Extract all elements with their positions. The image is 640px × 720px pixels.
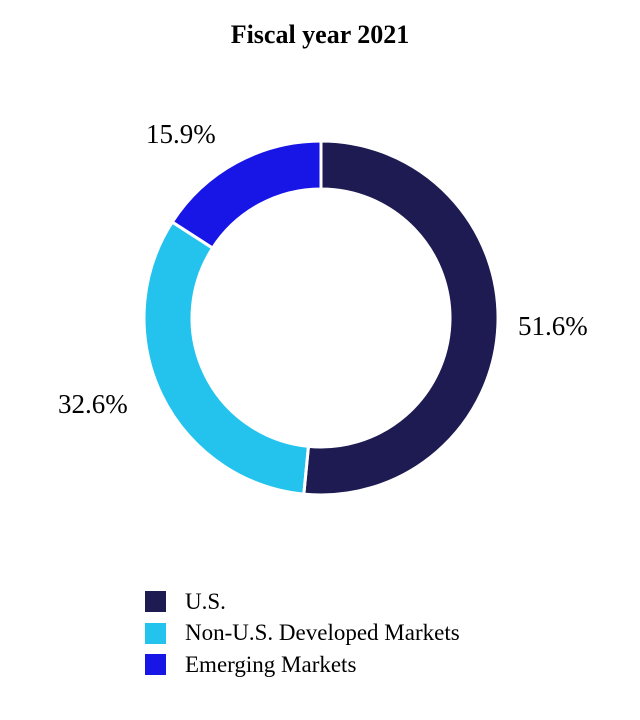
legend-label-emerging: Emerging Markets bbox=[185, 651, 357, 677]
legend-swatch-us bbox=[145, 591, 166, 613]
legend-label-non-us-developed: Non-U.S. Developed Markets bbox=[185, 620, 460, 646]
slice-label-non-us-developed: 32.6% bbox=[58, 389, 128, 419]
legend-item-non-us-developed: Non-U.S. Developed Markets bbox=[145, 618, 460, 650]
legend-swatch-emerging bbox=[145, 654, 166, 676]
slice-label-us: 51.6% bbox=[518, 311, 588, 341]
legend-item-us: U.S. bbox=[145, 586, 460, 618]
legend-item-emerging: Emerging Markets bbox=[145, 649, 460, 681]
chart-title: Fiscal year 2021 bbox=[230, 20, 410, 49]
legend-label-us: U.S. bbox=[185, 588, 226, 614]
slice-label-emerging: 15.9% bbox=[146, 119, 216, 149]
legend: U.S. Non-U.S. Developed Markets Emerging… bbox=[145, 586, 460, 681]
legend-swatch-non-us-developed bbox=[145, 622, 166, 644]
